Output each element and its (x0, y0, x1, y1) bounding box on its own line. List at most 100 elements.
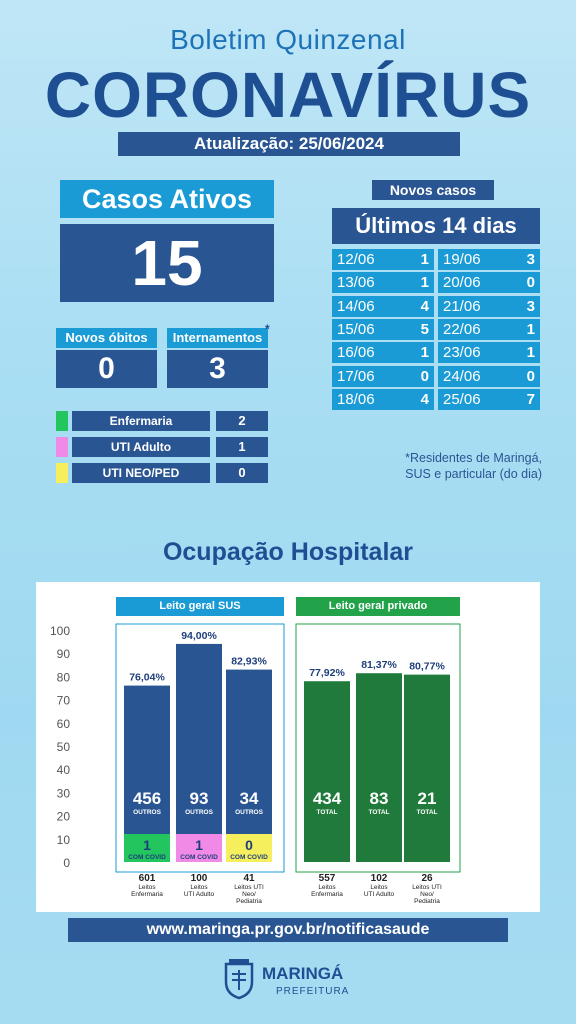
bar-count-label: OUTROS (185, 809, 213, 816)
legend-swatch-uti-neo (56, 463, 68, 483)
notification-url[interactable]: www.maringa.pr.gov.br/notificasaude (68, 918, 508, 942)
new-cases-cell: 16/06 1 (332, 342, 434, 364)
cell-count: 1 (420, 344, 429, 362)
bar-category-label: Leitos (318, 884, 336, 891)
legend-label-uti-adulto: UTI Adulto (72, 437, 210, 457)
covid-count: 0 (245, 837, 253, 853)
hospitalizations-label: Internamentos (167, 328, 268, 348)
cell-date: 24/06 (443, 367, 481, 385)
occupation-title: Ocupação Hospitalar (162, 538, 414, 566)
new-cases-cell: 19/06 3 (438, 249, 540, 270)
cell-date: 21/06 (443, 297, 481, 315)
bar-category-label: UTI Adulto (364, 891, 395, 898)
bar-category-label: Neo/ (420, 891, 434, 898)
y-tick-label: 100 (50, 624, 70, 638)
hospitalizations-asterisk: * (265, 322, 270, 336)
bulletin-subtitle: Boletim Quinzenal (170, 24, 406, 55)
page-title: CORONAVÍRUS (44, 59, 532, 131)
cell-date: 23/06 (443, 344, 481, 362)
cell-count: 1 (420, 251, 429, 268)
bar-priv (304, 681, 350, 862)
bar-sus (226, 669, 272, 834)
bar-count: 21 (418, 789, 437, 808)
hospitalizations-value: 3 (167, 350, 268, 388)
bar-category-label: Enfermaria (131, 891, 163, 898)
bar-count-label: TOTAL (368, 809, 389, 816)
private-group-label: Leito geral privado (296, 597, 460, 616)
bar-count: 434 (313, 789, 342, 808)
bar-count-label: OUTROS (235, 809, 263, 816)
y-tick-label: 20 (57, 810, 71, 824)
sus-group-frame (115, 623, 285, 873)
cell-date: 17/06 (337, 367, 375, 385)
new-cases-cell: 17/06 0 (332, 365, 434, 387)
new-cases-cell: 20/06 0 (438, 272, 540, 294)
bar-category-label: Pediatria (414, 898, 440, 905)
bar-category-label: Leitos (370, 884, 388, 891)
new-deaths-label: Novos óbitos (56, 328, 157, 348)
bar-total: 26 (421, 873, 433, 884)
bar-pct-label: 80,77% (409, 661, 445, 673)
bar-covid-segment (176, 834, 222, 862)
footnote-line-2: SUS e particular (do dia) (405, 467, 542, 481)
y-tick-label: 70 (57, 694, 71, 708)
legend-value-uti-adulto: 1 (216, 437, 268, 457)
bar-priv (356, 673, 402, 862)
private-group-frame (295, 623, 461, 873)
bar-category-label: Leitos (190, 884, 208, 891)
cell-date: 15/06 (337, 320, 375, 338)
y-tick-label: 60 (57, 717, 71, 731)
bar-sus (124, 685, 170, 834)
y-tick-label: 40 (57, 763, 71, 777)
cell-count: 4 (420, 390, 429, 408)
new-deaths-value: 0 (56, 350, 157, 388)
cell-count: 5 (420, 320, 429, 338)
y-tick-label: 90 (57, 647, 71, 661)
y-tick-label: 10 (57, 833, 71, 847)
cell-count: 3 (526, 297, 535, 315)
legend-label-uti-neo: UTI NEO/PED (72, 463, 210, 483)
bar-covid-segment (124, 834, 170, 862)
bar-total: 601 (139, 873, 156, 884)
bar-category-label: Pediatria (236, 898, 262, 905)
y-tick-label: 80 (57, 670, 71, 684)
covid-count-label: COM COVID (230, 854, 268, 861)
bar-pct-label: 76,04% (129, 672, 165, 684)
bar-total: 557 (319, 873, 336, 884)
new-cases-cell: 18/06 4 (332, 388, 434, 410)
new-cases-cell: 21/06 3 (438, 295, 540, 317)
bar-category-label: Leitos UTI (234, 884, 264, 891)
cell-date: 14/06 (337, 297, 375, 315)
y-tick-label: 30 (57, 786, 71, 800)
y-tick-label: 0 (63, 856, 70, 870)
bar-category-label: Neo/ (242, 891, 256, 898)
new-cases-cell: 25/06 7 (438, 388, 540, 410)
chart-panel (36, 582, 540, 912)
cell-count: 0 (526, 274, 535, 292)
bar-count: 93 (190, 789, 209, 808)
cell-date: 25/06 (443, 390, 481, 408)
cell-count: 7 (526, 390, 535, 408)
covid-count-label: COM COVID (180, 854, 218, 861)
bar-count-label: TOTAL (416, 809, 437, 816)
footnote: *Residentes de Maringá, SUS e particular… (360, 450, 542, 482)
cell-date: 16/06 (337, 344, 375, 362)
sus-group-label: Leito geral SUS (116, 597, 284, 616)
bar-count-label: TOTAL (316, 809, 337, 816)
footnote-line-1: *Residentes de Maringá, (405, 451, 542, 465)
bar-count: 34 (240, 789, 259, 808)
bar-category-label: Enfermaria (311, 891, 343, 898)
cell-count: 3 (526, 251, 535, 268)
covid-count: 1 (195, 837, 203, 853)
bar-pct-label: 81,37% (361, 659, 397, 671)
bar-total: 102 (371, 873, 388, 884)
legend-swatch-enfermaria (56, 411, 68, 431)
bar-count: 456 (133, 789, 161, 808)
legend-value-enfermaria: 2 (216, 411, 268, 431)
bar-category-label: UTI Adulto (184, 891, 215, 898)
bar-covid-segment (226, 834, 272, 862)
logo-sub: PREFEITURA (276, 986, 350, 997)
cell-date: 18/06 (337, 390, 375, 408)
bar-pct-label: 94,00% (181, 630, 217, 642)
